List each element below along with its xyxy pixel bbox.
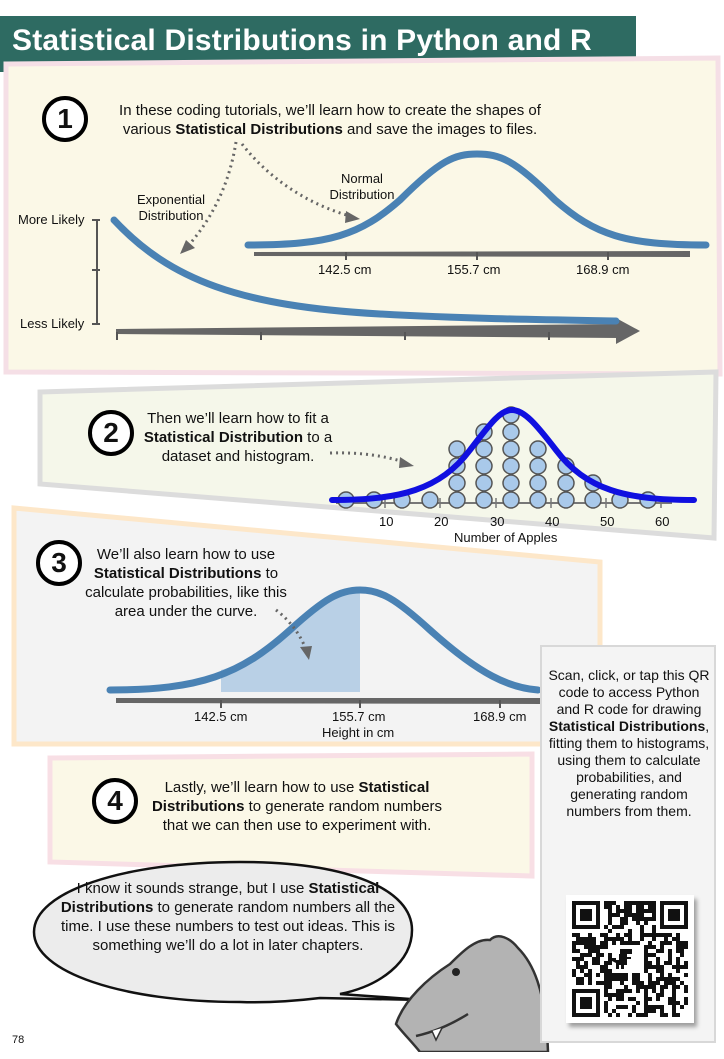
step-4-badge: 4	[92, 778, 138, 824]
more-likely-label: More Likely	[18, 212, 85, 227]
s2-xlabel: Number of Apples	[454, 530, 558, 545]
step-3-badge: 3	[36, 540, 82, 586]
page-title: Statistical Distributions in Python and …	[12, 24, 592, 57]
histogram-dot	[448, 474, 466, 492]
arrow-to-histogram	[329, 451, 405, 464]
histogram-dot	[448, 440, 466, 458]
panel-1-background	[3, 55, 723, 377]
histogram-dots	[337, 406, 657, 509]
histogram-dot	[557, 491, 575, 509]
histogram-dot	[475, 474, 493, 492]
histogram-dot	[421, 491, 439, 509]
arrow-to-area-head	[300, 646, 312, 660]
speech-bubble-shape	[32, 860, 425, 1004]
dino-icon	[612, 949, 632, 969]
mascot-body	[394, 935, 550, 1052]
exponential-x-axis	[116, 324, 618, 338]
fitted-normal-curve	[329, 406, 697, 503]
step-2-text: Then we’ll learn how to fit a Statistica…	[143, 410, 333, 465]
s2-tick-5: 50	[600, 514, 615, 529]
s2-tick-6: 60	[655, 514, 670, 529]
mascot-eye	[452, 968, 460, 976]
s1-tick-3: 168.9 cm	[576, 262, 630, 277]
shaded-area	[221, 590, 360, 692]
s1-tick-1: 142.5 cm	[318, 262, 372, 277]
s2-tick-1: 10	[379, 514, 394, 529]
histogram-dot	[557, 474, 575, 492]
histogram-dot	[475, 491, 493, 509]
histogram-dot	[529, 457, 547, 475]
histogram-dot	[529, 491, 547, 509]
mascot-mouth	[415, 1012, 469, 1038]
s2-tick-2: 20	[434, 514, 449, 529]
histogram-dot	[502, 457, 520, 475]
arrow-to-normal	[240, 143, 351, 218]
step-3-text: We’ll also learn how to use Statistical …	[85, 546, 287, 620]
histogram-dot	[502, 423, 520, 441]
s2-tick-3: 30	[490, 514, 505, 529]
s3-tick-2: 155.7 cm	[332, 709, 386, 724]
exponential-label: Exponential Distribution	[137, 192, 205, 223]
mascot-character	[394, 935, 550, 1052]
histogram-dot	[475, 440, 493, 458]
histogram-dot	[502, 491, 520, 509]
less-likely-label: Less Likely	[20, 316, 85, 331]
mascot-tooth	[431, 1027, 443, 1042]
histogram-dot	[584, 491, 602, 509]
step-2-badge: 2	[88, 410, 134, 456]
page-number: 78	[12, 1034, 25, 1046]
normal-label: Normal Distribution	[329, 171, 395, 202]
histogram-dot	[529, 440, 547, 458]
s3-normal-curve	[106, 586, 542, 694]
step-1-text: In these coding tutorials, we’ll learn h…	[119, 102, 541, 138]
arrow-to-normal-head	[345, 211, 360, 223]
qr-code[interactable]	[566, 895, 694, 1023]
histogram-dot	[502, 474, 520, 492]
step-1-badge: 1	[42, 96, 88, 142]
histogram-dot	[475, 457, 493, 475]
histogram-dot	[502, 440, 520, 458]
normal-curve	[244, 150, 710, 249]
histogram-dot	[529, 474, 547, 492]
s1-tick-2: 155.7 cm	[447, 262, 501, 277]
histogram-dot	[448, 491, 466, 509]
arrow-to-histogram-head	[399, 457, 414, 468]
exponential-curve	[110, 216, 620, 325]
panel-4-background	[47, 751, 535, 879]
exponential-x-axis-arrowhead	[616, 318, 640, 344]
arrow-to-exponential-head	[180, 240, 195, 254]
arrow-to-exponential	[186, 141, 238, 247]
s3-axis-ticks	[220, 700, 501, 708]
qr-card[interactable]	[566, 895, 694, 1023]
panel-2-background	[37, 369, 719, 541]
s3-tick-1: 142.5 cm	[194, 709, 248, 724]
s3-tick-3: 168.9 cm	[473, 709, 527, 724]
normal-x-axis	[254, 251, 690, 257]
speech-text: I know it sounds strange, but I use Stat…	[60, 880, 396, 954]
s3-xlabel: Height in cm	[322, 725, 395, 740]
qr-text: Scan, click, or tap this QR code to acce…	[548, 667, 710, 819]
step-4-text: Lastly, we’ll learn how to use Statistic…	[151, 779, 443, 834]
s2-tick-4: 40	[545, 514, 560, 529]
